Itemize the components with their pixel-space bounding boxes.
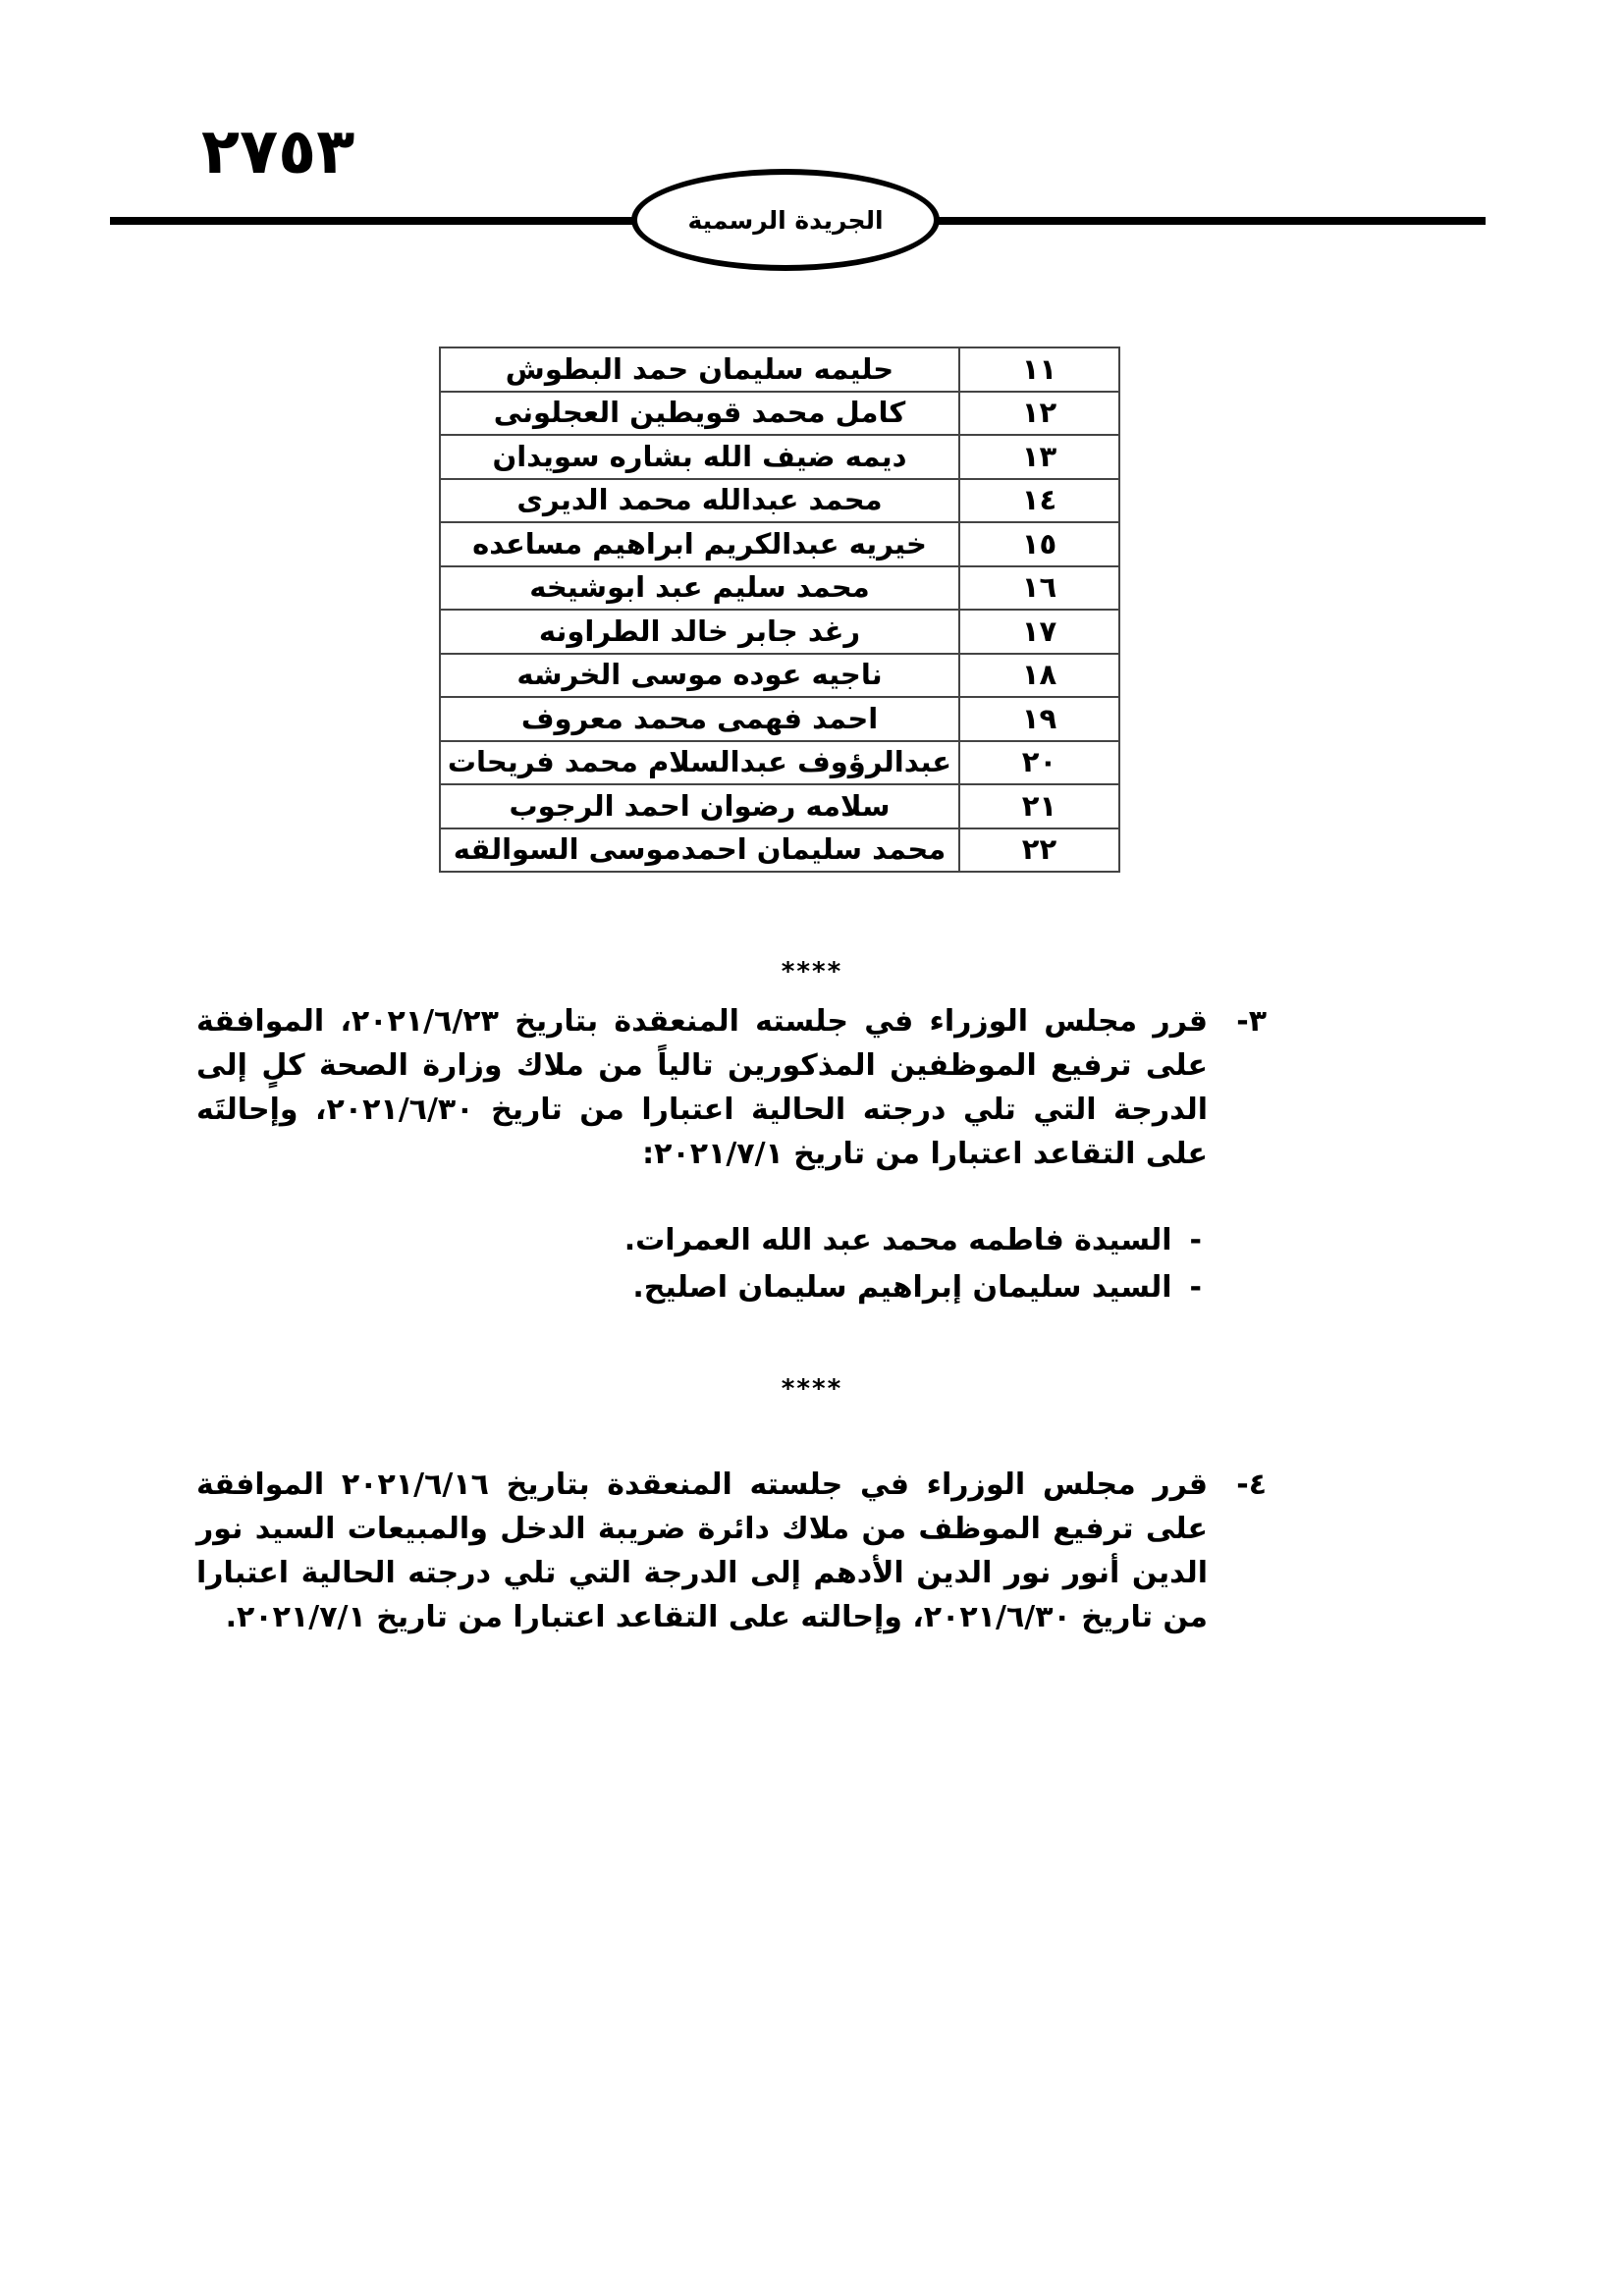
employee-name: ناجيه عوده موسى الخرشه: [439, 652, 960, 698]
header-rule-right: [931, 217, 1486, 225]
decision-3-list: -السيدة فاطمه محمد عبد الله العمرات. -ال…: [624, 1217, 1202, 1311]
employee-name: محمد سليم عبد ابوشيخه: [439, 564, 960, 611]
row-number: ٢٠: [958, 739, 1120, 785]
row-number: ١١: [958, 347, 1120, 393]
row-number: ١٤: [958, 477, 1120, 523]
table-row: ١٩ احمد فهمى محمد معروف: [439, 696, 1120, 742]
employee-name: خيريه عبدالكريم ابراهيم مساعده: [439, 521, 960, 567]
list-item: -السيدة فاطمه محمد عبد الله العمرات.: [623, 1223, 1202, 1257]
employee-name: رغد جابر خالد الطراونه: [439, 609, 960, 655]
decision-3-text: قرر مجلس الوزراء في جلسته المنعقدة بتاري…: [196, 1004, 1208, 1171]
table-row: ١٥ خيريه عبدالكريم ابراهيم مساعده: [439, 521, 1120, 567]
gazette-title: الجريدة الرسمية: [687, 205, 884, 235]
employee-name: محمد سليمان احمدموسى السوالقه: [439, 827, 960, 873]
table-row: ١٤ محمد عبدالله محمد الديرى: [439, 477, 1120, 523]
gazette-title-oval: الجريدة الرسمية: [631, 169, 940, 271]
table-row: ٢٢ محمد سليمان احمدموسى السوالقه: [439, 827, 1120, 873]
row-number: ١٥: [958, 521, 1120, 567]
employee-name: سلامه رضوان احمد الرجوب: [439, 783, 960, 829]
employee-name: كامل محمد قويطين العجلونى: [439, 390, 960, 436]
decision-4: ٤- قرر مجلس الوزراء في جلسته المنعقدة بت…: [196, 1463, 1267, 1639]
table-row: ١٦ محمد سليم عبد ابوشيخه: [439, 564, 1120, 611]
row-number: ١٨: [958, 652, 1120, 698]
row-number: ١٩: [958, 696, 1120, 742]
employee-name: ديمه ضيف الله بشاره سويدان: [439, 434, 960, 480]
page-number: ٢٧٥٣: [201, 116, 355, 188]
row-number: ١٧: [958, 609, 1120, 655]
list-item: -السيد سليمان إبراهيم سليمان اصليح.: [632, 1270, 1202, 1305]
table-row: ١٣ ديمه ضيف الله بشاره سويدان: [439, 434, 1120, 480]
employee-name: محمد عبدالله محمد الديرى: [439, 477, 960, 523]
decision-4-text: قرر مجلس الوزراء في جلسته المنعقدة بتاري…: [196, 1468, 1208, 1634]
row-number: ١٦: [958, 564, 1120, 611]
separator: ****: [781, 1374, 843, 1404]
employee-name: احمد فهمى محمد معروف: [439, 696, 960, 742]
header-rule-left: [110, 217, 640, 225]
row-number: ١٢: [958, 390, 1120, 436]
row-number: ٢٢: [958, 827, 1120, 873]
employees-table: ١١ حليمه سليمان حمد البطوش ١٢ كامل محمد قوي…: [439, 347, 1120, 873]
table-row: ١٢ كامل محمد قويطين العجلونى: [439, 390, 1120, 436]
decision-3-number: ٣-: [1236, 1004, 1267, 1039]
row-number: ٢١: [958, 783, 1120, 829]
row-number: ١٣: [958, 434, 1120, 480]
employee-name: حليمه سليمان حمد البطوش: [439, 347, 960, 393]
employee-name: عبدالرؤوف عبدالسلام محمد فريحات: [439, 739, 960, 785]
table-row: ٢٠ عبدالرؤوف عبدالسلام محمد فريحات: [439, 739, 1120, 785]
table-row: ١٨ ناجيه عوده موسى الخرشه: [439, 652, 1120, 698]
decision-3: ٣- قرر مجلس الوزراء في جلسته المنعقدة بت…: [196, 999, 1267, 1176]
table-row: ١١ حليمه سليمان حمد البطوش: [439, 347, 1120, 393]
table-row: ١٧ رغد جابر خالد الطراونه: [439, 609, 1120, 655]
separator: ****: [781, 957, 843, 987]
table-row: ٢١ سلامه رضوان احمد الرجوب: [439, 783, 1120, 829]
decision-4-number: ٤-: [1236, 1468, 1267, 1502]
